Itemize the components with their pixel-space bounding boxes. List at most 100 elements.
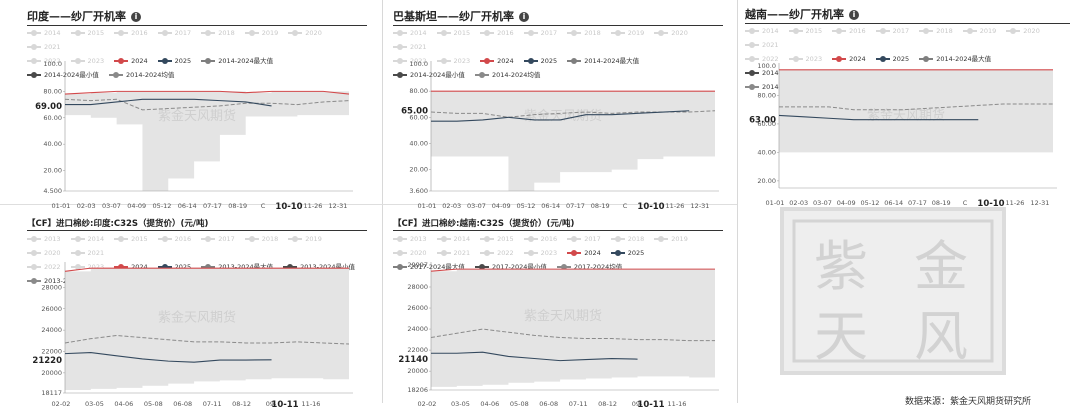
- max-min-band: [65, 268, 349, 390]
- legend-item[interactable]: 2020: [393, 246, 427, 260]
- legend-item[interactable]: 2013-2024最小值: [283, 260, 355, 274]
- legend-item[interactable]: 2016: [157, 232, 192, 246]
- legend-item[interactable]: 2023: [436, 54, 470, 68]
- legend-item[interactable]: 2022: [27, 260, 61, 274]
- legend-item[interactable]: 2021: [436, 246, 471, 260]
- legend-item[interactable]: 2014: [745, 24, 779, 38]
- legend-label: 2015: [497, 235, 514, 243]
- info-icon[interactable]: i: [131, 12, 141, 22]
- legend-item[interactable]: 2014-2024最大值: [201, 54, 273, 68]
- legend-item[interactable]: 2017-2024最小值: [474, 260, 547, 274]
- legend-item[interactable]: 2021: [745, 38, 779, 52]
- legend-item[interactable]: 2016: [523, 232, 557, 246]
- chart-legend: 2014 2015 2016 2017 2018 2019 2020 2021 2022 2023…: [393, 26, 728, 82]
- legend-marker-icon: [480, 249, 495, 257]
- legend-item[interactable]: 2018: [201, 26, 235, 40]
- legend-item[interactable]: 2018: [610, 232, 644, 246]
- legend-item[interactable]: 2025: [157, 54, 191, 68]
- legend-item[interactable]: 2019: [654, 232, 688, 246]
- legend-item[interactable]: 2021: [393, 40, 427, 54]
- legend-item[interactable]: 2024: [567, 246, 601, 260]
- legend-item[interactable]: 2015: [70, 26, 104, 40]
- legend-item[interactable]: 2013: [393, 232, 427, 246]
- legend-item[interactable]: 2016: [832, 24, 866, 38]
- legend-item[interactable]: 2024: [480, 54, 514, 68]
- legend-item[interactable]: 2014-2024均值: [108, 68, 174, 82]
- legend-item[interactable]: 2014: [436, 232, 470, 246]
- y-tick-label: 22000: [41, 348, 62, 356]
- max-min-band: [431, 91, 715, 191]
- legend-item[interactable]: 2018: [244, 232, 278, 246]
- x-tick-label: 04-06: [480, 400, 499, 408]
- legend-item[interactable]: 2017: [523, 26, 557, 40]
- info-icon[interactable]: i: [519, 12, 529, 22]
- legend-item[interactable]: 2020: [1006, 24, 1040, 38]
- legend-item[interactable]: 2021: [70, 246, 104, 260]
- legend-item[interactable]: 2025: [610, 246, 644, 260]
- legend-item[interactable]: 2024: [114, 260, 148, 274]
- legend-item[interactable]: 2025: [157, 260, 191, 274]
- legend-item[interactable]: 2014: [27, 26, 61, 40]
- legend-item[interactable]: 2021: [27, 40, 61, 54]
- legend-item[interactable]: 2016: [114, 26, 148, 40]
- x-tick-label: 07-17: [203, 202, 222, 210]
- legend-item[interactable]: 2017-2024均值: [556, 260, 622, 274]
- legend-item[interactable]: 2014-2024最大值: [919, 52, 991, 66]
- legend-item[interactable]: 2024: [114, 54, 148, 68]
- legend-item[interactable]: 2020: [654, 26, 688, 40]
- legend-item[interactable]: 2014-2024最小值: [27, 68, 99, 82]
- legend-item[interactable]: 2022: [393, 54, 427, 68]
- legend-item[interactable]: 2020: [288, 26, 322, 40]
- x-tick-label: 12-31: [691, 202, 710, 210]
- legend-marker-icon: [567, 235, 582, 243]
- legend-item[interactable]: 2019: [244, 26, 278, 40]
- legend-item[interactable]: 2019: [962, 24, 996, 38]
- legend-item[interactable]: 2014-2024最小值: [393, 68, 465, 82]
- legend-item[interactable]: 2015: [436, 26, 470, 40]
- legend-item[interactable]: 2017: [567, 232, 601, 246]
- legend-label: 2021: [453, 249, 471, 257]
- legend-item[interactable]: 2019: [610, 26, 644, 40]
- legend-item[interactable]: 2018: [567, 26, 601, 40]
- info-icon[interactable]: i: [849, 10, 859, 20]
- legend-marker-icon: [474, 71, 489, 79]
- legend-item[interactable]: 2020: [27, 246, 61, 260]
- legend-item[interactable]: 2023: [523, 246, 557, 260]
- y-tick-label: 20.00: [409, 166, 428, 174]
- legend-item[interactable]: 2023: [70, 54, 104, 68]
- legend-item[interactable]: 2013: [27, 232, 61, 246]
- legend-item[interactable]: 2022: [745, 52, 779, 66]
- legend-item[interactable]: 2015: [480, 232, 514, 246]
- title-underline: [745, 23, 1070, 24]
- legend-label: 2016: [131, 29, 148, 37]
- legend-item[interactable]: 2014: [393, 26, 427, 40]
- chart-watermark-text: 紫金天风期货: [524, 308, 602, 324]
- legend-item[interactable]: 2015: [114, 232, 148, 246]
- legend-item[interactable]: 2018: [919, 24, 953, 38]
- legend-row: 2022 2023 2024 2025 2013-2024最大值 2013-2024最小值: [27, 260, 372, 274]
- legend-label: 2015: [805, 27, 823, 35]
- legend-item[interactable]: 2014-2024均值: [474, 68, 540, 82]
- legend-item[interactable]: 2013-2024最大值: [201, 260, 273, 274]
- chart-panel-vietnam-utilization: 越南——纱厂开机率 i 2014 2015 2016 2017 2018 2019 20202…: [745, 6, 1075, 209]
- legend-item[interactable]: 2017: [157, 26, 191, 40]
- legend-label: 2015: [131, 235, 148, 243]
- legend-item[interactable]: 2017: [201, 232, 235, 246]
- legend-item[interactable]: 2015: [788, 24, 823, 38]
- legend-item[interactable]: 2023: [788, 52, 822, 66]
- legend-item[interactable]: 2019: [288, 232, 322, 246]
- legend-item[interactable]: 2014-2024最大值: [567, 54, 639, 68]
- legend-item[interactable]: 2025: [523, 54, 557, 68]
- legend-label: 2016: [174, 235, 192, 243]
- legend-marker-icon: [567, 29, 582, 37]
- legend-item[interactable]: 2014: [70, 232, 104, 246]
- legend-item[interactable]: 2017-2024最大值: [393, 260, 465, 274]
- legend-item[interactable]: 2022: [480, 246, 514, 260]
- legend-label: 2022: [497, 249, 514, 257]
- legend-item[interactable]: 2017: [875, 24, 909, 38]
- legend-item[interactable]: 2025: [875, 52, 909, 66]
- legend-item[interactable]: 2022: [27, 54, 61, 68]
- legend-item[interactable]: 2023: [70, 260, 104, 274]
- legend-item[interactable]: 2016: [480, 26, 514, 40]
- legend-item[interactable]: 2024: [832, 52, 866, 66]
